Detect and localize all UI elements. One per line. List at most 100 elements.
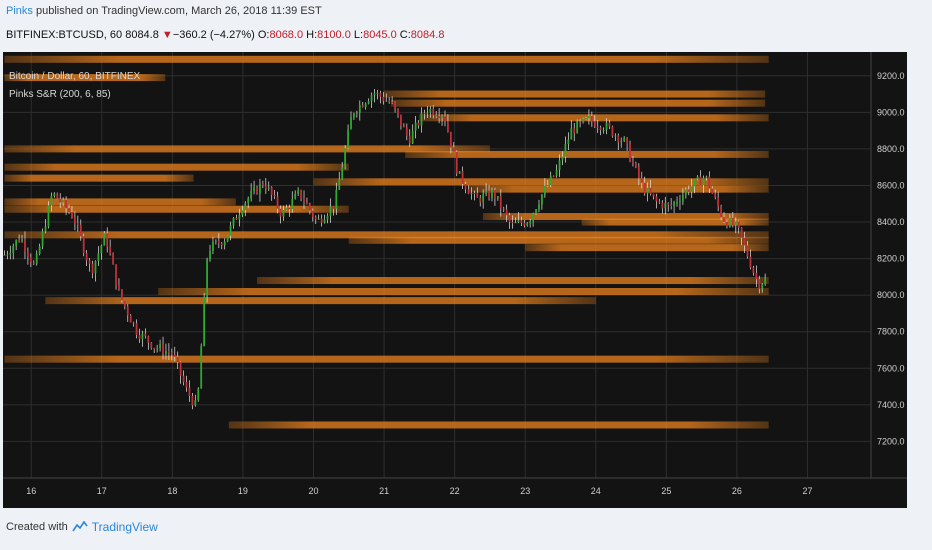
candle-body bbox=[432, 108, 435, 116]
high-label: H: bbox=[306, 29, 318, 41]
author-link[interactable]: Pinks bbox=[6, 5, 33, 17]
candle-body bbox=[76, 223, 79, 225]
candle-body bbox=[35, 254, 38, 264]
candle-body bbox=[229, 225, 232, 236]
candle-body bbox=[405, 127, 408, 136]
candle-body bbox=[461, 171, 464, 184]
sr-level bbox=[4, 205, 349, 213]
sr-levels bbox=[4, 55, 769, 429]
candle-body bbox=[314, 217, 317, 220]
price-axis[interactable]: 9200.0 9000.0 8800.0 8600.0 8400.0 8200.0 8000… bbox=[877, 71, 905, 447]
candle-body bbox=[38, 246, 41, 255]
sr-level bbox=[4, 74, 166, 82]
candle-body bbox=[300, 190, 302, 199]
sr-level bbox=[4, 198, 236, 206]
candle-body bbox=[514, 222, 517, 224]
sr-level bbox=[482, 213, 769, 221]
candle-body bbox=[426, 112, 429, 114]
y-tick-label: 7800.0 bbox=[877, 327, 905, 337]
candle-body bbox=[385, 100, 388, 102]
down-arrow-icon: ▼ bbox=[161, 29, 173, 41]
sr-level bbox=[581, 218, 769, 226]
candle-body bbox=[717, 197, 720, 207]
close-label: C: bbox=[399, 29, 411, 41]
candle-body bbox=[150, 342, 153, 349]
open-label: O: bbox=[257, 29, 270, 41]
candle-body bbox=[297, 190, 300, 195]
candle-body bbox=[476, 193, 479, 198]
candle-body bbox=[643, 182, 646, 194]
candle-body bbox=[682, 194, 684, 202]
candle-body bbox=[552, 176, 555, 178]
y-tick-label: 7400.0 bbox=[877, 400, 905, 410]
price-change: −360.2 (−4.27%) bbox=[172, 29, 255, 41]
candle-body bbox=[347, 129, 349, 149]
candle-body bbox=[420, 112, 423, 126]
candle-body bbox=[749, 256, 752, 268]
tradingview-brand-link[interactable]: TradingView bbox=[91, 520, 158, 534]
candle-body bbox=[12, 245, 15, 253]
candle-body bbox=[684, 189, 687, 195]
y-tick-label: 8600.0 bbox=[877, 180, 905, 190]
candle-body bbox=[523, 222, 526, 226]
candle-body bbox=[455, 151, 458, 174]
candle-body bbox=[588, 115, 590, 119]
candle-body bbox=[673, 202, 675, 207]
candle-body bbox=[226, 235, 229, 242]
candle-body bbox=[308, 204, 311, 211]
candle-body bbox=[620, 140, 623, 143]
y-tick-label: 8000.0 bbox=[877, 290, 905, 300]
candle-body bbox=[217, 240, 220, 244]
candle-body bbox=[543, 185, 546, 195]
candle-body bbox=[505, 209, 508, 216]
candle-body bbox=[9, 252, 12, 255]
candle-body bbox=[376, 92, 379, 94]
sr-level bbox=[525, 244, 769, 252]
candle-body bbox=[323, 219, 326, 223]
candle-body bbox=[626, 137, 628, 145]
candle-body bbox=[623, 137, 626, 141]
candle-body bbox=[752, 267, 755, 273]
y-tick-label: 8800.0 bbox=[877, 144, 905, 154]
candle-body bbox=[535, 209, 537, 214]
candle-body bbox=[496, 196, 499, 199]
candle-body bbox=[320, 218, 323, 223]
candle-body bbox=[602, 129, 605, 131]
created-with-label: Created with bbox=[6, 521, 68, 533]
candle-body bbox=[502, 208, 505, 210]
candle-body bbox=[635, 163, 637, 167]
candle-body bbox=[664, 203, 667, 209]
candle-body bbox=[573, 128, 576, 134]
candle-body bbox=[614, 135, 617, 137]
candle-body bbox=[282, 209, 285, 217]
candle-body bbox=[661, 202, 664, 209]
candle-body bbox=[65, 199, 67, 209]
open-value: 8068.0 bbox=[269, 29, 304, 41]
candle-body bbox=[18, 239, 20, 242]
candle-body bbox=[341, 166, 344, 180]
candle-body bbox=[56, 193, 59, 199]
candle-body bbox=[100, 245, 103, 254]
time-axis[interactable]: 16 17 18 19 20 21 22 23 24 25 26 27 bbox=[26, 486, 812, 496]
candle-body bbox=[15, 239, 18, 246]
sr-level bbox=[468, 185, 769, 193]
candle-body bbox=[488, 190, 490, 199]
candle-body bbox=[608, 122, 611, 127]
sr-level bbox=[4, 55, 769, 63]
candle-body bbox=[546, 185, 549, 187]
candle-body bbox=[388, 100, 391, 103]
candle-body bbox=[50, 195, 53, 206]
candle-body bbox=[452, 147, 455, 152]
candle-body bbox=[291, 198, 294, 210]
candle-body bbox=[649, 187, 652, 194]
candle-body bbox=[364, 103, 367, 107]
price-chart[interactable]: 9200.0 9000.0 8800.0 8600.0 8400.0 8200.0 8000… bbox=[3, 52, 907, 508]
candle-body bbox=[235, 217, 238, 220]
candle-body bbox=[679, 201, 681, 203]
candle-body bbox=[197, 388, 200, 401]
candle-body bbox=[740, 227, 743, 238]
candle-body bbox=[256, 187, 258, 194]
candle-body bbox=[699, 176, 702, 186]
candle-body bbox=[220, 243, 223, 246]
x-tick-label: 22 bbox=[450, 486, 460, 496]
